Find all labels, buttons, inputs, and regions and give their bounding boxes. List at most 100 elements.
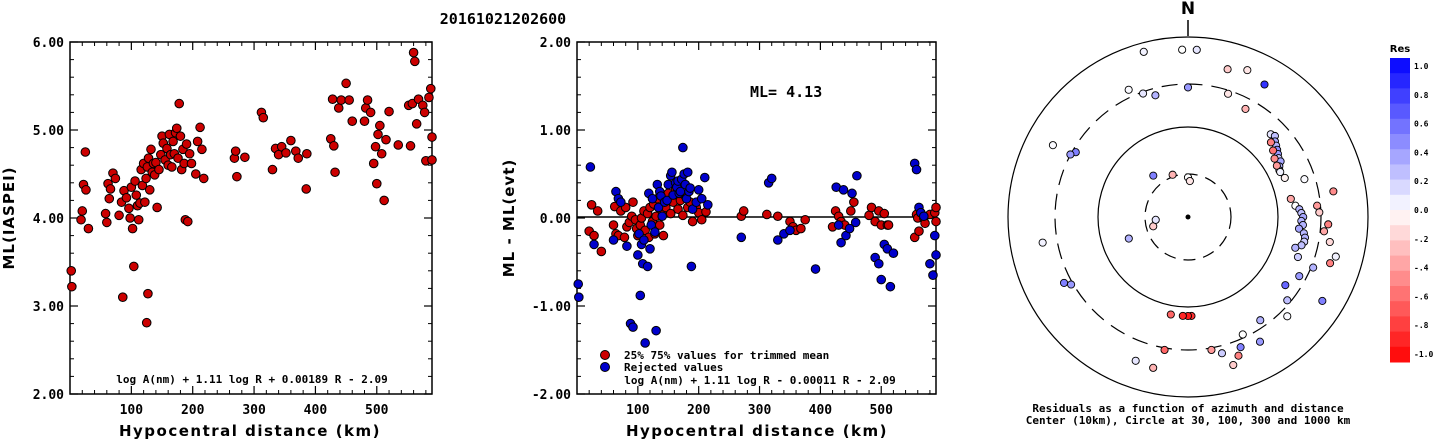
data-point	[190, 169, 201, 179]
data-point	[425, 83, 436, 94]
data-point	[167, 162, 177, 172]
data-point	[362, 95, 373, 105]
azimuth-residual-panel: N Residuals as a function of azimuth and…	[1007, 0, 1369, 427]
data-point	[143, 288, 153, 299]
station-point	[1131, 356, 1140, 365]
station-point	[1067, 280, 1076, 289]
data-point-rejected	[639, 235, 649, 245]
station-point	[1286, 194, 1295, 203]
station-point	[1236, 343, 1245, 352]
data-point	[410, 56, 420, 67]
station-point	[1281, 281, 1290, 290]
station-point	[1178, 45, 1187, 54]
data-point-used	[846, 206, 856, 216]
data-point-rejected	[850, 217, 861, 228]
data-point	[171, 123, 182, 134]
station-point	[1272, 161, 1281, 170]
x-tick-label: 200	[181, 403, 205, 418]
y-tick-label: 3.00	[33, 300, 64, 315]
station-point	[1217, 349, 1227, 358]
data-point-used	[665, 208, 676, 219]
legend-label-rejected: Rejected values	[624, 361, 723, 374]
x-tick-label: 200	[687, 403, 711, 418]
data-point-rejected	[847, 188, 857, 199]
data-point-rejected	[885, 281, 896, 292]
data-point-rejected	[622, 241, 632, 251]
y-tick-label: -1.00	[532, 300, 571, 315]
station-points	[1038, 45, 1340, 372]
data-point-rejected	[650, 227, 660, 237]
y-tick-label: 5.00	[33, 124, 64, 139]
data-point-used	[628, 197, 638, 207]
data-point-rejected	[616, 197, 626, 207]
data-point-used	[931, 216, 941, 227]
data-point-rejected	[772, 235, 783, 245]
data-points	[66, 47, 437, 328]
data-point	[152, 202, 162, 213]
data-point-rejected	[833, 220, 844, 230]
data-point	[232, 171, 242, 182]
station-point	[1293, 252, 1302, 262]
colorbar-cell	[1390, 118, 1410, 135]
colorbar-cell	[1390, 225, 1410, 241]
circle-1000km	[1007, 36, 1369, 398]
data-point	[102, 217, 112, 228]
x-tick-label: 300	[748, 403, 772, 418]
data-point	[127, 223, 138, 234]
data-point-used	[883, 220, 894, 230]
colorbar-cell	[1390, 301, 1410, 317]
data-point	[419, 107, 430, 118]
data-point-rejected	[703, 200, 713, 210]
colorbar-cell	[1390, 134, 1410, 150]
data-point	[125, 213, 135, 223]
data-point	[197, 144, 207, 155]
data-point	[286, 135, 296, 146]
station-point	[1160, 345, 1169, 354]
colorbar-cell	[1390, 331, 1410, 348]
data-point	[258, 112, 269, 123]
y-tick-label: 0.00	[540, 212, 571, 227]
y-tick-label: 2.00	[33, 388, 64, 403]
data-point	[405, 141, 416, 151]
station-point	[1291, 243, 1300, 252]
data-point-rejected	[931, 250, 941, 260]
station-point	[1283, 312, 1292, 321]
colorbar-cell	[1390, 73, 1410, 89]
colorbar-tick-label: -.8	[1414, 321, 1429, 330]
legend-label-used: 25% 75% values for trimmed mean	[624, 349, 829, 362]
data-points	[573, 142, 941, 348]
colorbar-cell	[1390, 88, 1410, 105]
data-point	[183, 216, 193, 227]
x-tick-label: 500	[869, 403, 893, 418]
data-point-rejected	[647, 193, 658, 204]
y-tick-label: 2.00	[540, 36, 571, 51]
data-point	[173, 153, 183, 163]
data-point	[195, 122, 205, 133]
x-tick-label: 100	[626, 403, 650, 418]
data-point-rejected	[852, 170, 862, 181]
data-point	[140, 197, 150, 207]
data-point	[131, 190, 142, 200]
station-point	[1151, 91, 1160, 100]
station-point	[1223, 65, 1232, 74]
data-point-used	[696, 214, 707, 225]
formula-label: log A(nm) + 1.11 log R + 0.00189 R - 2.0…	[116, 373, 388, 386]
x-tick-label: 400	[304, 403, 328, 418]
axis-ticks: 100 200 300 400 500 -2.00 -1.00 0.00 1.00 2.00	[532, 36, 936, 418]
data-point-used	[596, 246, 607, 257]
data-point	[408, 47, 419, 58]
y-axis-label: ML(IASPEI)	[0, 166, 18, 269]
x-tick-label: 400	[809, 403, 833, 418]
colorbar-cell	[1390, 316, 1410, 333]
station-point	[1124, 85, 1133, 94]
data-point	[371, 178, 382, 189]
data-point-rejected	[810, 264, 821, 274]
data-point-used	[589, 230, 599, 241]
y-tick-label: 1.00	[540, 124, 571, 139]
station-point	[1059, 278, 1069, 287]
y-tick-label: -2.00	[532, 388, 571, 403]
data-point-rejected	[662, 195, 672, 206]
data-point-used	[586, 200, 597, 210]
data-point-rejected	[657, 211, 667, 222]
data-point	[154, 164, 164, 175]
